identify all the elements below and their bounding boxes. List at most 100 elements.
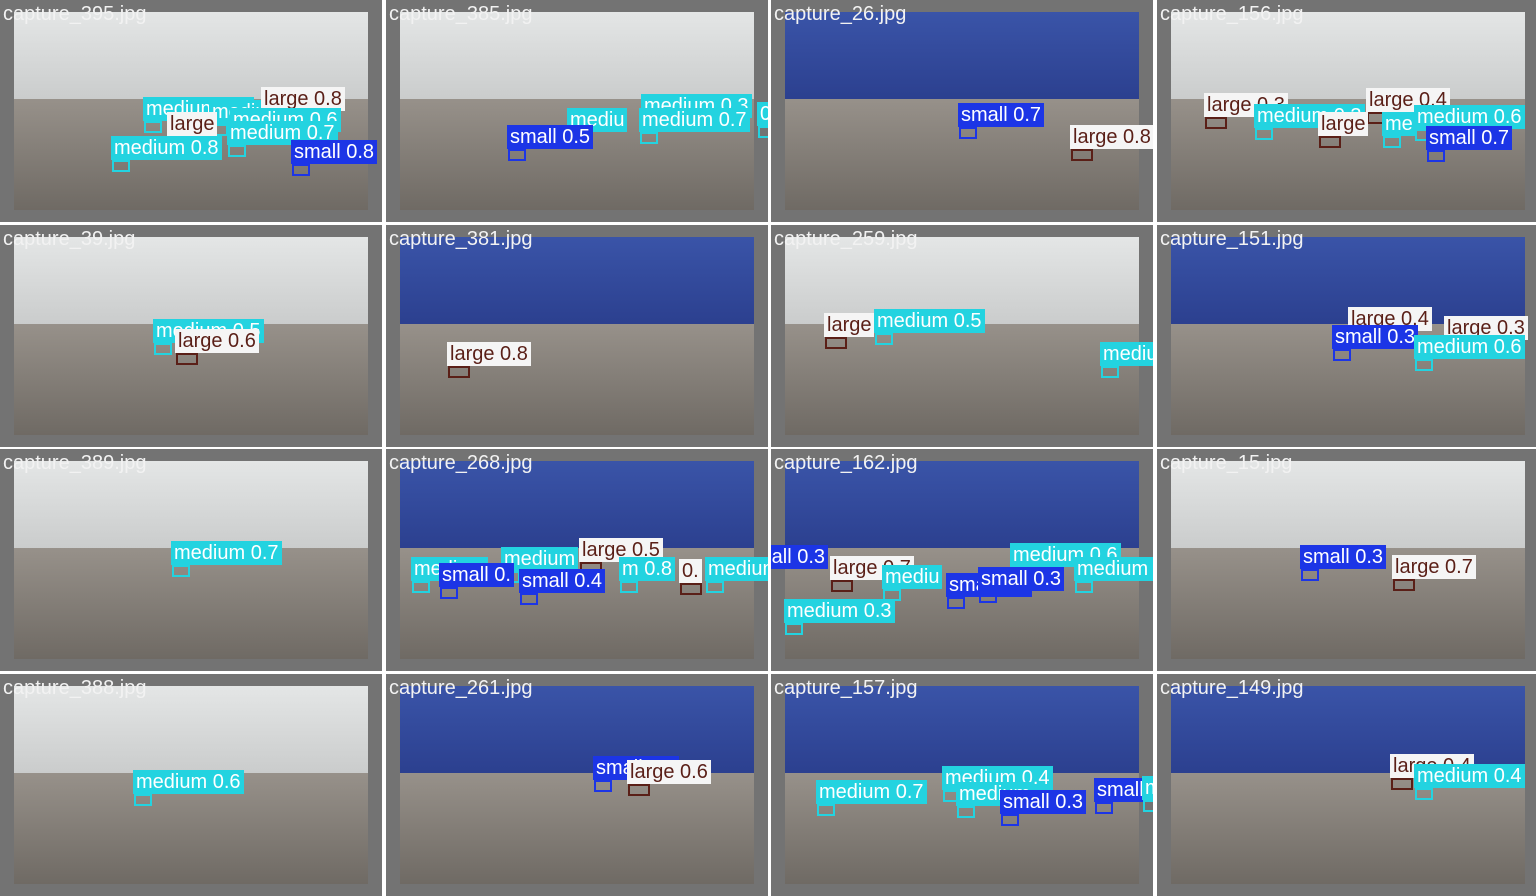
- bounding-box: [1333, 349, 1351, 361]
- floor: [400, 773, 754, 884]
- detection-label: medium 0.5: [874, 309, 985, 333]
- detection-label: medium 0.3: [784, 599, 895, 623]
- bounding-box: [594, 780, 612, 792]
- bounding-box: [1301, 569, 1319, 581]
- bounding-box: [440, 587, 458, 599]
- background-wall: [1171, 12, 1525, 104]
- camera-frame-image: [14, 686, 368, 884]
- camera-frame-image: [785, 237, 1139, 435]
- bounding-box: [508, 149, 526, 161]
- bounding-box: [228, 145, 246, 157]
- filename-label: capture_162.jpg: [774, 452, 918, 474]
- detection-label: large 0.8: [447, 342, 531, 366]
- bounding-box: [1143, 800, 1153, 812]
- detection-label: small 0.5: [507, 125, 594, 149]
- bounding-box: [620, 581, 638, 593]
- bounding-box: [412, 581, 430, 593]
- filename-label: capture_381.jpg: [389, 228, 533, 250]
- filename-label: capture_395.jpg: [3, 3, 147, 25]
- bounding-box: [831, 580, 853, 592]
- filename-label: capture_261.jpg: [389, 677, 533, 699]
- background-wall: [400, 12, 754, 104]
- filename-label: capture_389.jpg: [3, 452, 147, 474]
- bounding-box: [1383, 136, 1401, 148]
- bounding-box: [292, 164, 310, 176]
- background-wall: [785, 686, 1139, 778]
- detection-label: medium 0.8: [111, 136, 222, 160]
- bounding-box: [680, 583, 702, 595]
- bounding-box: [1427, 150, 1445, 162]
- bounding-box: [947, 597, 965, 609]
- background-wall: [785, 461, 1139, 553]
- background-wall: [14, 237, 368, 329]
- floor: [1171, 773, 1525, 884]
- bounding-box: [520, 593, 538, 605]
- background-wall: [400, 461, 754, 553]
- detection-label: mediu: [882, 565, 943, 589]
- camera-frame-image: [785, 12, 1139, 210]
- bounding-box: [628, 784, 650, 796]
- bounding-box: [1075, 581, 1093, 593]
- background-wall: [785, 12, 1139, 104]
- detection-label: medium 0.6: [1100, 342, 1153, 366]
- bounding-box: [134, 794, 152, 806]
- mosaic-tile: capture_15.jpg small 0.3 large 0.7: [1157, 449, 1536, 671]
- bounding-box: [1255, 128, 1273, 140]
- detection-label: large 0.7: [1392, 555, 1476, 579]
- bounding-box: [758, 126, 768, 138]
- detection-label: large: [167, 112, 218, 136]
- background-wall: [1171, 461, 1525, 553]
- bounding-box: [112, 160, 130, 172]
- filename-label: capture_26.jpg: [774, 3, 907, 25]
- detection-label: me: [1382, 112, 1416, 136]
- detection-label: medium 0.7: [816, 780, 927, 804]
- bounding-box: [172, 565, 190, 577]
- detection-label: small 0.8: [291, 140, 378, 164]
- mosaic-tile: capture_388.jpg medium 0.6: [0, 674, 382, 896]
- filename-label: capture_156.jpg: [1160, 3, 1304, 25]
- bounding-box: [640, 132, 658, 144]
- bounding-box: [1001, 814, 1019, 826]
- background-wall: [400, 237, 754, 329]
- detection-label: small 0.7: [958, 103, 1045, 127]
- filename-label: capture_259.jpg: [774, 228, 918, 250]
- detection-label: medium 0.6: [1414, 105, 1525, 129]
- detection-label: small 0.3: [1000, 790, 1087, 814]
- bounding-box: [1415, 359, 1433, 371]
- bounding-box: [1415, 788, 1433, 800]
- floor: [400, 324, 754, 435]
- detection-label: medium 0.6: [133, 770, 244, 794]
- background-wall: [14, 686, 368, 778]
- camera-frame-image: [400, 237, 754, 435]
- bounding-box: [979, 591, 997, 603]
- bounding-box: [1391, 778, 1413, 790]
- mosaic-tile: capture_385.jpg medium 0.3 mediu medium 0.7…: [386, 0, 768, 222]
- detection-label: medium 0.7: [227, 121, 338, 145]
- detection-label: large: [824, 313, 875, 337]
- filename-label: capture_151.jpg: [1160, 228, 1304, 250]
- detection-label: small 0.3: [1300, 545, 1387, 569]
- detection-label: 0.: [679, 559, 702, 583]
- mosaic-tile: capture_157.jpg medium 0.4 medium 0.7 mediu…: [771, 674, 1153, 896]
- detection-label: medium 0.4: [1414, 764, 1525, 788]
- bounding-box: [817, 804, 835, 816]
- detection-label: large 0.8: [1070, 125, 1153, 149]
- filename-label: capture_157.jpg: [774, 677, 918, 699]
- floor: [14, 548, 368, 659]
- bounding-box: [448, 366, 470, 378]
- detection-label: large 0.6: [627, 760, 711, 784]
- detection-label: large 0.8: [261, 87, 345, 111]
- detection-label: medium 0.7: [171, 541, 282, 565]
- detection-label: 0.8: [757, 102, 768, 126]
- bounding-box: [1205, 117, 1227, 129]
- bounding-box: [875, 333, 893, 345]
- bounding-box: [154, 343, 172, 355]
- bounding-box: [176, 353, 198, 365]
- bounding-box: [1101, 366, 1119, 378]
